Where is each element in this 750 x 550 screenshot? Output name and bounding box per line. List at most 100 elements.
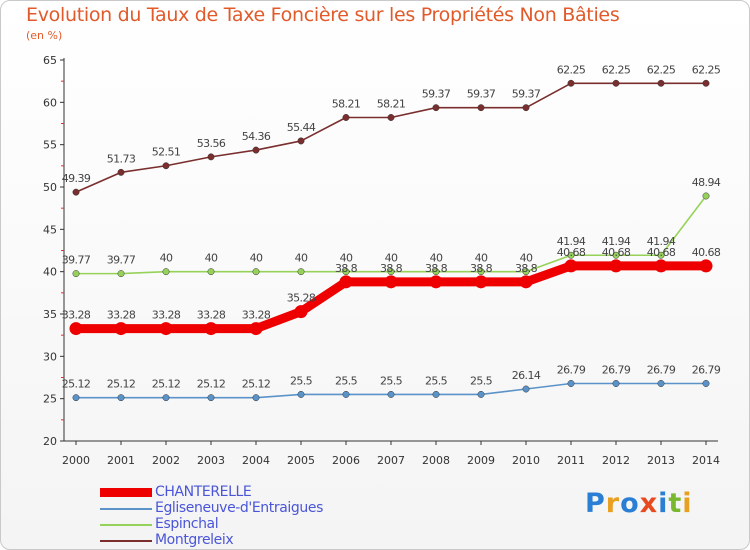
data-point bbox=[567, 251, 575, 259]
data-point bbox=[297, 268, 305, 276]
y-tick-label: 40 bbox=[43, 266, 57, 279]
y-tick-label: 45 bbox=[43, 223, 57, 236]
data-label: 25.12 bbox=[197, 378, 226, 391]
data-point bbox=[477, 268, 485, 276]
x-tick-label: 2012 bbox=[602, 454, 630, 467]
data-point bbox=[477, 104, 485, 112]
data-point bbox=[207, 153, 215, 161]
x-tick-label: 2004 bbox=[242, 454, 270, 467]
x-tick-label: 2014 bbox=[692, 454, 720, 467]
y-tick-label: 30 bbox=[43, 350, 57, 363]
data-label: 62.25 bbox=[557, 63, 586, 76]
data-point bbox=[162, 268, 170, 276]
data-point bbox=[432, 390, 440, 398]
data-point bbox=[159, 322, 173, 336]
data-label: 38.8 bbox=[335, 262, 358, 275]
data-label: 40 bbox=[475, 252, 488, 265]
data-point bbox=[387, 268, 395, 276]
data-label: 58.21 bbox=[377, 97, 406, 110]
data-label: 54.36 bbox=[242, 130, 271, 143]
data-point bbox=[207, 394, 215, 402]
data-point bbox=[657, 251, 665, 259]
data-point bbox=[612, 251, 620, 259]
data-label: 40 bbox=[160, 252, 173, 265]
data-label: 53.56 bbox=[197, 137, 226, 150]
data-point bbox=[564, 259, 578, 273]
x-tick-label: 2007 bbox=[377, 454, 405, 467]
data-point bbox=[297, 390, 305, 398]
data-label: 41.94 bbox=[602, 235, 631, 248]
data-point bbox=[609, 259, 623, 273]
data-label: 40.68 bbox=[647, 246, 676, 259]
data-point bbox=[612, 79, 620, 87]
data-label: 62.25 bbox=[692, 63, 721, 76]
data-label: 38.8 bbox=[380, 262, 403, 275]
legend-label: Espinchal bbox=[155, 516, 219, 532]
data-point bbox=[117, 394, 125, 402]
data-label: 59.37 bbox=[422, 88, 451, 101]
data-label: 35.28 bbox=[287, 292, 316, 305]
data-point bbox=[432, 104, 440, 112]
data-point bbox=[474, 275, 488, 289]
data-point bbox=[702, 380, 710, 387]
y-tick-label: 60 bbox=[43, 96, 57, 109]
data-label: 40 bbox=[520, 252, 533, 265]
data-point bbox=[384, 275, 398, 289]
x-tick-label: 2011 bbox=[557, 454, 585, 467]
data-point bbox=[387, 114, 395, 121]
data-label: 40 bbox=[205, 252, 218, 265]
y-tick-label: 55 bbox=[43, 139, 57, 152]
data-label: 25.12 bbox=[62, 378, 91, 391]
data-point bbox=[387, 390, 395, 398]
x-tick-label: 2006 bbox=[332, 454, 360, 467]
data-point bbox=[612, 380, 620, 387]
data-label: 33.28 bbox=[107, 309, 136, 322]
data-label: 40 bbox=[385, 252, 398, 265]
data-point bbox=[294, 305, 308, 319]
x-tick-label: 2009 bbox=[467, 454, 495, 467]
data-label: 33.28 bbox=[197, 309, 226, 322]
data-label: 26.14 bbox=[512, 369, 541, 382]
legend-swatch bbox=[100, 524, 152, 526]
data-point bbox=[429, 275, 443, 289]
data-label: 33.28 bbox=[62, 309, 91, 322]
data-label: 26.79 bbox=[557, 364, 586, 377]
data-label: 41.94 bbox=[647, 235, 676, 248]
data-point bbox=[522, 268, 530, 276]
x-tick-label: 2010 bbox=[512, 454, 540, 467]
data-label: 62.25 bbox=[647, 63, 676, 76]
data-point bbox=[204, 322, 218, 336]
data-label: 58.21 bbox=[332, 97, 361, 110]
x-tick-label: 2001 bbox=[107, 454, 135, 467]
data-label: 25.12 bbox=[107, 378, 136, 391]
data-label: 26.79 bbox=[692, 364, 721, 377]
data-point bbox=[702, 79, 710, 87]
data-point bbox=[699, 259, 713, 273]
y-tick-label: 50 bbox=[43, 181, 57, 194]
x-tick-label: 2008 bbox=[422, 454, 450, 467]
x-tick-label: 2005 bbox=[287, 454, 315, 467]
data-point bbox=[114, 322, 128, 336]
data-point bbox=[162, 162, 170, 170]
data-label: 40 bbox=[340, 252, 353, 265]
data-label: 25.12 bbox=[242, 378, 271, 391]
data-label: 26.79 bbox=[602, 364, 631, 377]
proxiti-logo: Proxiti bbox=[585, 488, 693, 519]
chart-title: Evolution du Taux de Taxe Foncière sur l… bbox=[26, 4, 620, 26]
y-axis-unit-label: (en %) bbox=[26, 29, 63, 42]
legend-swatch bbox=[100, 488, 152, 497]
data-point bbox=[117, 168, 125, 176]
y-tick-label: 25 bbox=[43, 393, 57, 406]
legend-label: Egliseneuve-d'Entraigues bbox=[155, 500, 323, 516]
data-point bbox=[342, 390, 350, 398]
data-point bbox=[477, 390, 485, 398]
y-tick-label: 35 bbox=[43, 308, 57, 321]
data-label: 26.79 bbox=[647, 364, 676, 377]
data-label: 25.5 bbox=[335, 374, 358, 387]
legend-label: Montgreleix bbox=[155, 532, 234, 548]
data-label: 40.68 bbox=[557, 246, 586, 259]
data-point bbox=[252, 394, 260, 402]
data-label: 51.73 bbox=[107, 152, 136, 165]
x-tick-label: 2000 bbox=[62, 454, 90, 467]
